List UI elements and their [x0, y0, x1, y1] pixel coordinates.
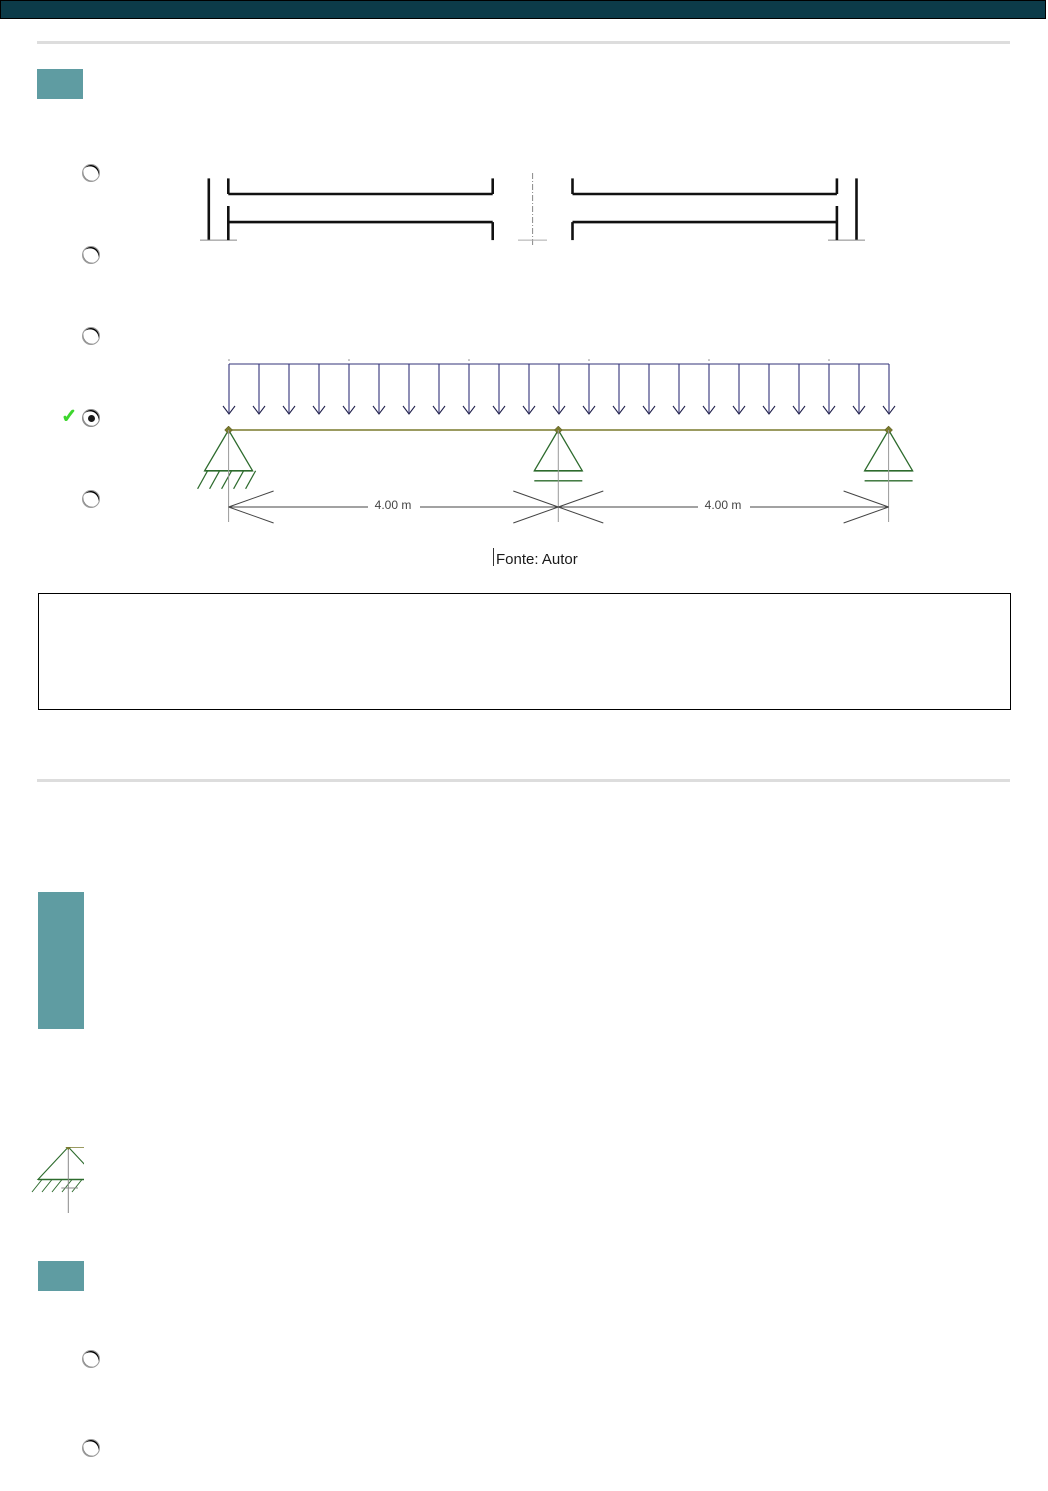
svg-text:4.00 m: 4.00 m: [705, 498, 742, 512]
svg-text:4.00 m: 4.00 m: [375, 498, 412, 512]
